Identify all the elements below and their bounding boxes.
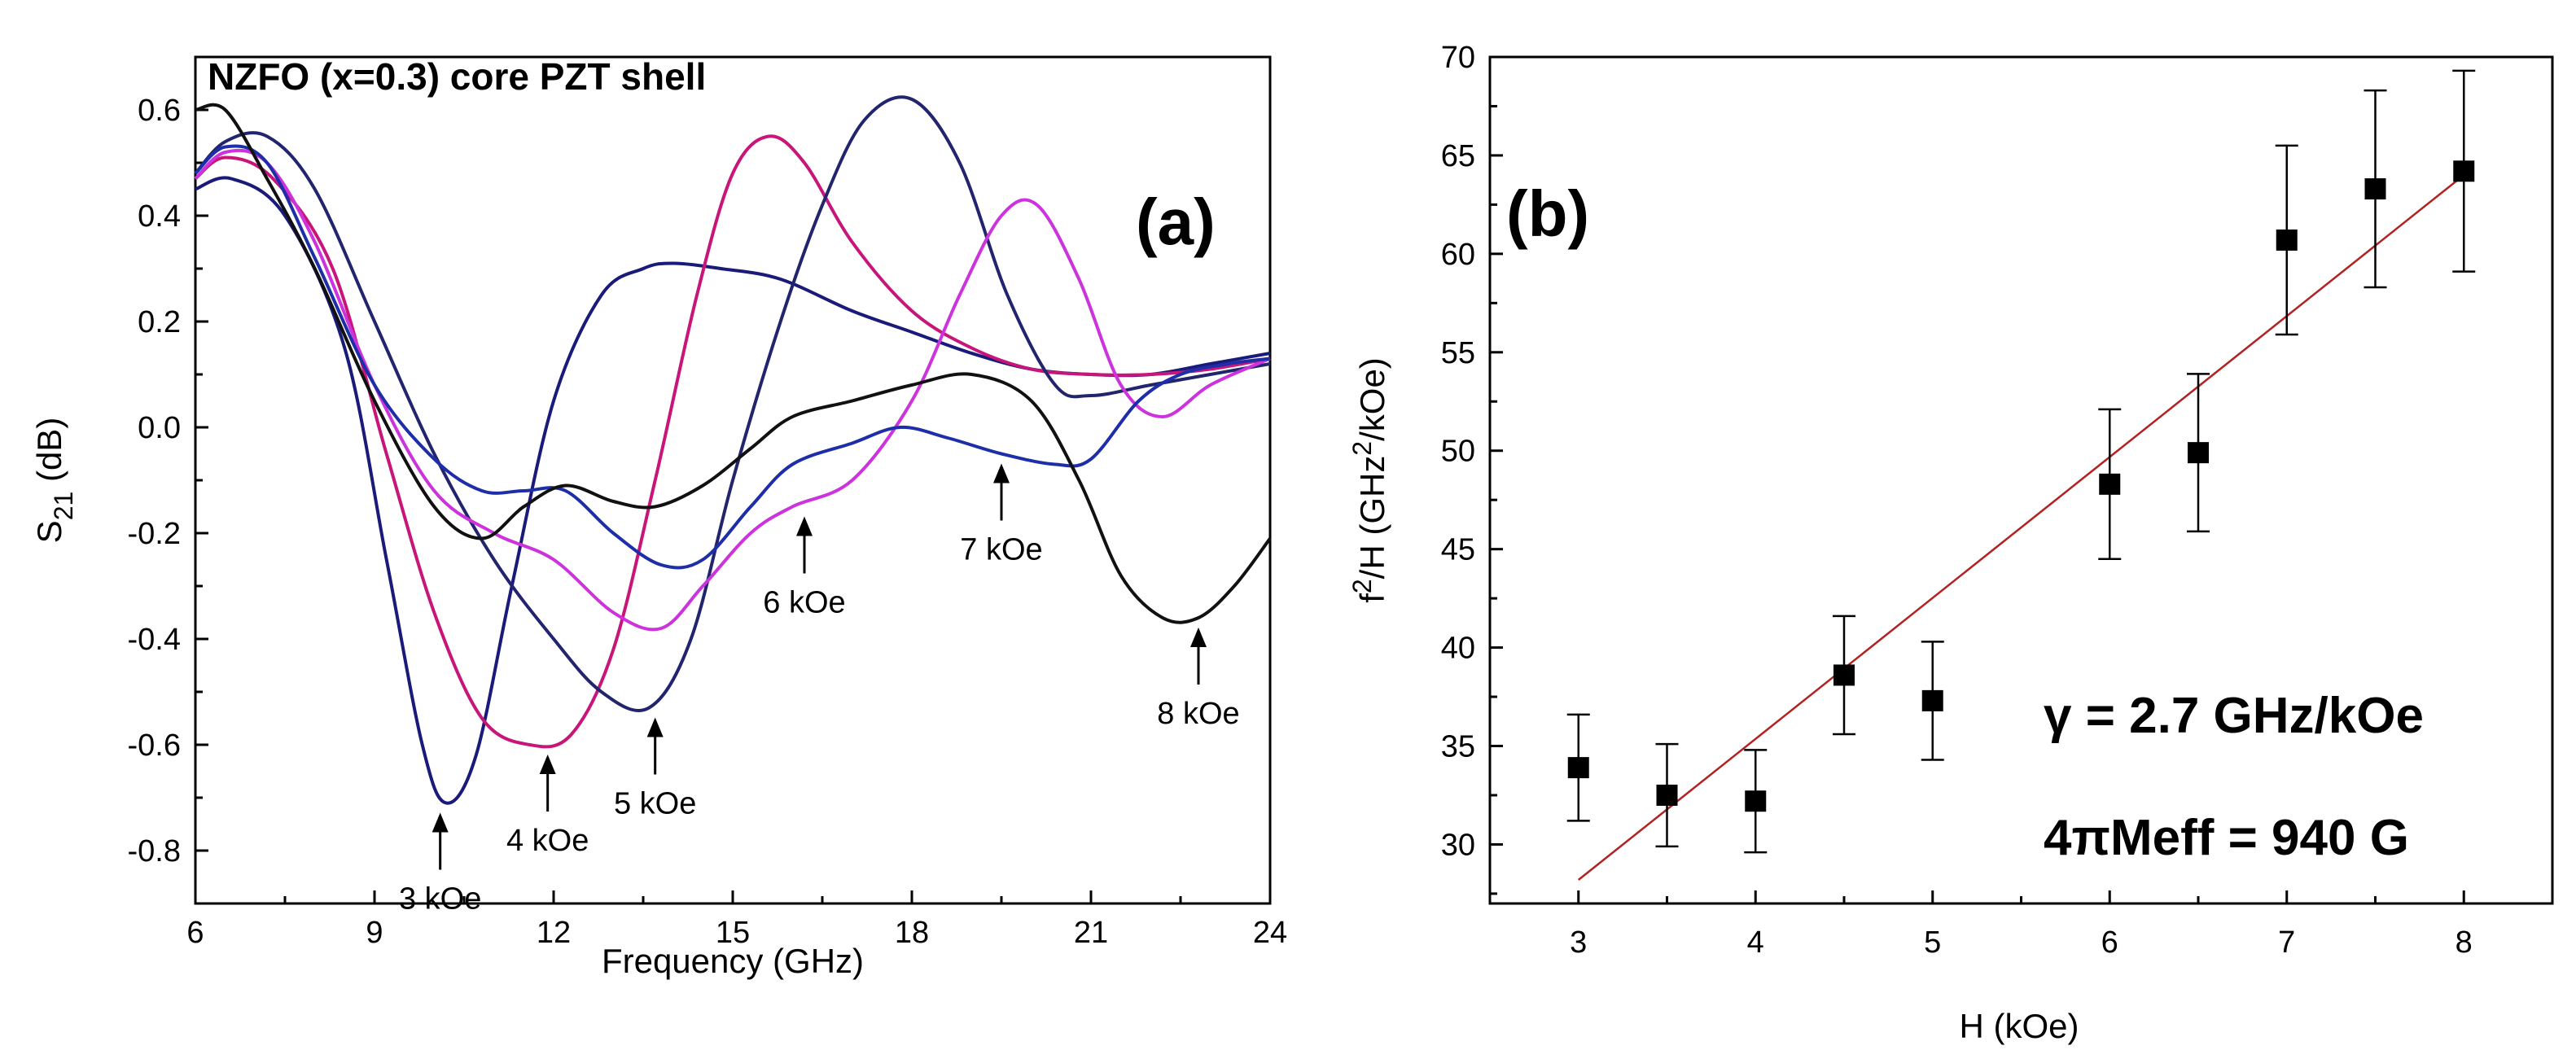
data-point [1833,664,1855,686]
panel-b-ytick-label: 70 [1441,41,1475,75]
series-line-5-koe [194,95,1271,713]
panel-b-ytick-label: 55 [1441,336,1475,370]
linear-fit-line [1577,174,2465,881]
panel-b-xtick-label: 3 [1570,925,1587,960]
panel-a-xtick-label: 15 [716,916,750,950]
panel-a-ytick-label: 0.4 [138,199,181,234]
annotation-label: 8 kOe [1157,697,1239,731]
data-point [1921,689,1943,711]
data-point [2099,473,2121,495]
panel-b-ylabel-mid: /H (GHz [1353,456,1391,580]
annotation-arrow-head [993,463,1010,483]
panel-a-ytick-label: -0.2 [128,517,181,551]
annotation-arrow-head [1190,628,1207,647]
panel-a-ytick-label: 0.2 [138,305,181,339]
annotation-label: 5 kOe [614,787,696,821]
panel-b-ytick-label: 45 [1441,533,1475,567]
panel-a-ytick-label: -0.8 [128,834,181,868]
data-point [2188,442,2209,464]
panel-a-title: NZFO (x=0.3) core PZT shell [208,55,706,98]
panel-a-xtick-label: 18 [895,916,929,950]
panel-b-xtick-label: 4 [1747,925,1764,960]
panel-b-ytick-label: 30 [1441,828,1475,862]
panel-b-ylabel: f2/H (GHz2/kOe) [1347,357,1391,603]
panel-b-xtick-label: 8 [2456,925,2473,960]
panel-a-xtick-label: 6 [186,916,204,950]
panel-b-ytick-label: 65 [1441,139,1475,173]
panel-b-xtick-label: 6 [2101,925,2118,960]
series-line-7-koe [194,144,1271,570]
panel-a-ytick-label: -0.6 [128,728,181,763]
panel-b-ylabel-end: /kOe) [1353,357,1391,441]
panel-b-ytick-label: 50 [1441,435,1475,469]
panel-a-xlabel: Frequency (GHz) [602,942,864,980]
series-line-4-koe [194,134,1271,749]
series-line-6-koe [194,148,1271,632]
panel-a-ytick-label: 0.6 [138,94,181,128]
panel-a-label: (a) [1136,186,1216,258]
panel-a-xtick-label: 21 [1074,916,1108,950]
annotation-arrow-head [432,812,449,833]
panel-b-frame [1488,55,2554,905]
annotation-arrow-head [796,516,813,536]
panel-a-xtick-label: 12 [537,916,571,950]
meff-annotation: 4πMeff = 940 G [2044,810,2409,866]
annotation-label: 3 kOe [399,882,481,917]
panel-b-label: (b) [1506,177,1589,250]
gamma-annotation: γ = 2.7 GHz/kOe [2044,688,2424,744]
panel-a-ylabel: S21 (dB) [30,418,78,544]
data-point [1745,790,1767,812]
panel-b-ylabel-sup1: 2 [1347,579,1377,593]
annotation-arrow-head [646,717,664,737]
panel-a-ytick-label: -0.4 [128,623,181,657]
panel-b-ylabel-sup2: 2 [1347,441,1377,456]
panel-b-xtick-label: 7 [2278,925,2295,960]
data-point [2453,160,2475,182]
data-point [1567,757,1589,779]
data-point [1656,784,1678,806]
panel-b-xlabel: H (kOe) [1960,1007,2079,1045]
panel-b-ytick-label: 40 [1441,632,1475,666]
panel-a-ylabel-unit: (dB) [30,418,68,492]
panel-a-ytick-label: 0.0 [138,411,181,445]
panel-a-xtick-label: 9 [366,916,383,950]
panel-a-ylabel-sub: 21 [49,492,78,521]
annotation-label: 4 kOe [506,824,589,858]
annotation-label: 6 kOe [763,586,845,620]
data-point [2276,229,2298,251]
panel-b-xtick-label: 5 [1924,925,1941,960]
series-line-8-koe [195,103,1272,624]
panel-a-ylabel-main: S [30,520,68,543]
panel-b-ytick-label: 60 [1441,238,1475,272]
data-point [2364,178,2386,200]
series-line-3-koe [195,176,1271,805]
panel-b-ylabel-f: f [1353,593,1391,603]
panel-a-xtick-label: 24 [1253,916,1287,950]
annotation-label: 7 kOe [960,533,1042,567]
panel-b-ytick-label: 35 [1441,730,1475,764]
panel-a: 6 9 12 15 18 21 24 -0.8 -0.6 -0.4 -0.2 0.0 0.2 0.4 0.6… [30,55,1287,980]
annotation-arrow-head [539,755,556,774]
